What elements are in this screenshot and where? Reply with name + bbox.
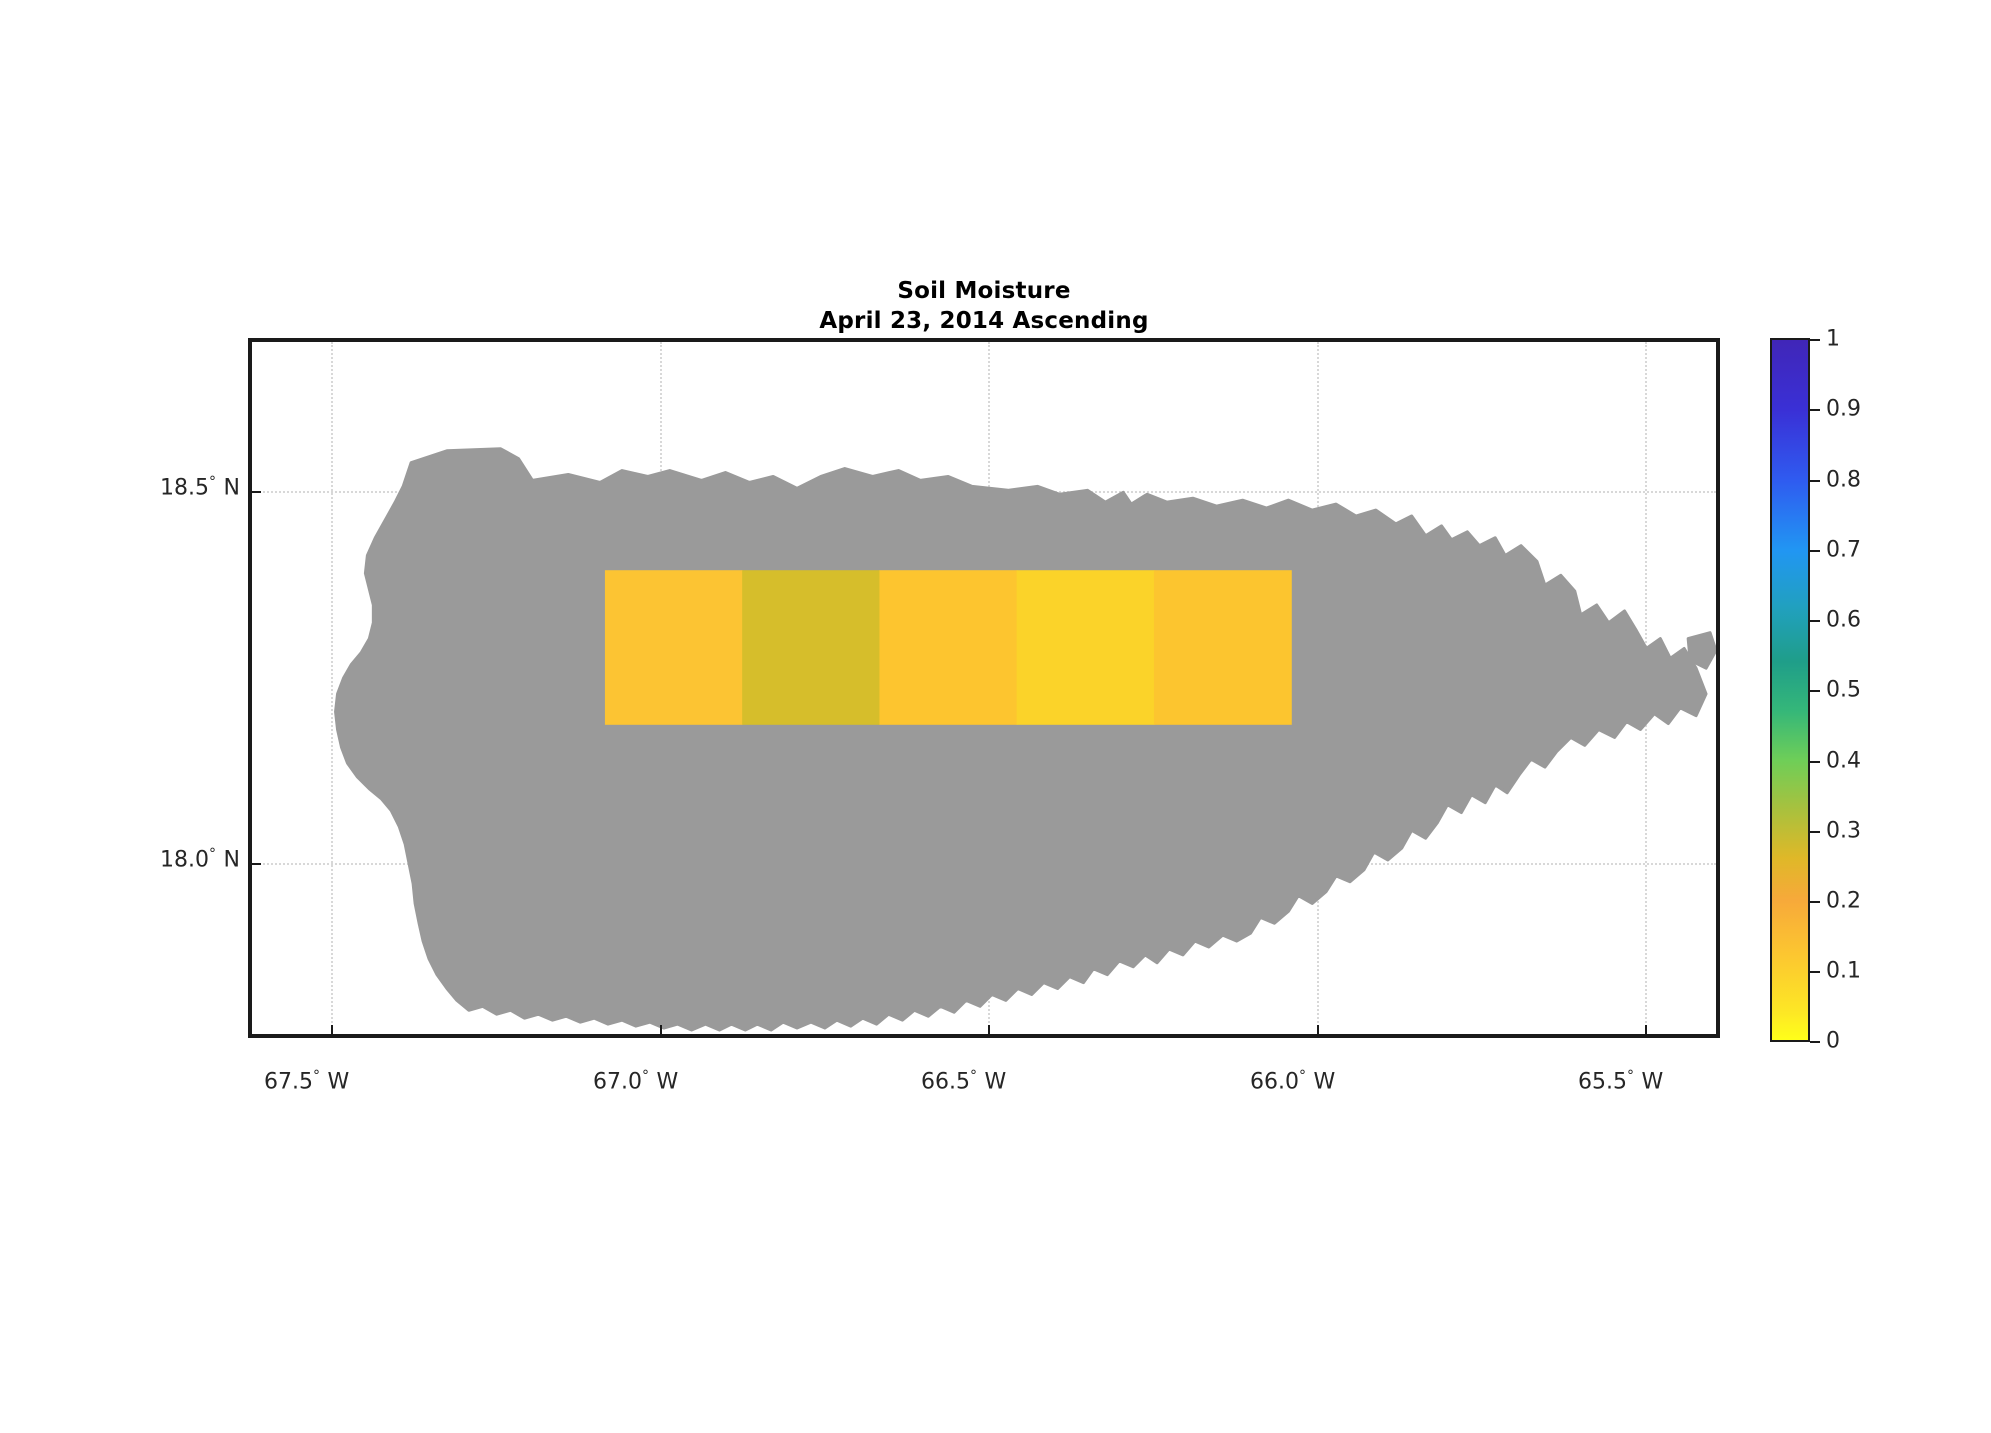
ytick-label-18.0: 18.0° N	[160, 846, 240, 872]
colorbar-label-0.7: 0.7	[1826, 537, 1861, 563]
colorbar-label-0.9: 0.9	[1826, 396, 1861, 422]
colorbar-tick-0.6	[1810, 620, 1820, 622]
degree-icon: °	[1626, 1068, 1635, 1084]
ytick-value-18.5: 18.5	[160, 475, 209, 501]
title-line-1: Soil Moisture	[897, 278, 1071, 304]
xtick-value-67.5: 67.5	[264, 1069, 313, 1095]
colorbar-label-0.2: 0.2	[1826, 888, 1861, 914]
xtick-value-65.5: 65.5	[1578, 1069, 1627, 1095]
xtick-mark-66.5	[988, 1025, 990, 1034]
gridline-lon-67.5	[331, 342, 333, 1034]
ytick-mark-18.0	[252, 863, 261, 865]
colorbar-tick-0.9	[1810, 409, 1820, 411]
degree-icon: °	[641, 1068, 650, 1084]
page-title: Soil Moisture April 23, 2014 Ascending	[248, 276, 1720, 336]
ytick-mark-18.5	[252, 491, 261, 493]
degree-icon: °	[208, 474, 217, 490]
colorbar-tick-0.8	[1810, 480, 1820, 482]
xtick-value-66.0: 66.0	[1250, 1069, 1299, 1095]
xtick-mark-66.0	[1317, 1025, 1319, 1034]
xtick-suffix-66.5: W	[977, 1069, 1007, 1095]
xtick-suffix-67.5: W	[320, 1069, 350, 1095]
puerto-rico-landmask	[334, 447, 1716, 1032]
colorbar-label-1: 1	[1826, 326, 1840, 352]
colorbar-tick-0	[1810, 1041, 1820, 1043]
xtick-value-66.5: 66.5	[921, 1069, 970, 1095]
degree-icon: °	[969, 1068, 978, 1084]
colorbar-label-0.5: 0.5	[1826, 677, 1861, 703]
xtick-label-67.0: 67.0° W	[593, 1068, 678, 1094]
colorbar	[1770, 338, 1810, 1042]
xtick-label-67.5: 67.5° W	[264, 1068, 349, 1094]
land-polygon	[334, 447, 1708, 1032]
degree-icon: °	[1298, 1068, 1307, 1084]
colorbar-label-0.6: 0.6	[1826, 607, 1861, 633]
degree-icon: °	[312, 1068, 321, 1084]
map-axes	[248, 338, 1720, 1038]
xtick-label-66.5: 66.5° W	[921, 1068, 1006, 1094]
colorbar-tick-1	[1810, 339, 1820, 341]
colorbar-tick-0.7	[1810, 550, 1820, 552]
ytick-value-18.0: 18.0	[160, 847, 209, 873]
degree-icon: °	[208, 846, 217, 862]
xtick-value-67.0: 67.0	[593, 1069, 642, 1095]
colorbar-tick-0.3	[1810, 831, 1820, 833]
colorbar-tick-0.2	[1810, 901, 1820, 903]
xtick-suffix-67.0: W	[649, 1069, 679, 1095]
xtick-suffix-65.5: W	[1634, 1069, 1664, 1095]
map-plot-area	[252, 342, 1716, 1034]
colorbar-label-0.3: 0.3	[1826, 818, 1861, 844]
xtick-label-66.0: 66.0° W	[1250, 1068, 1335, 1094]
colorbar-label-0.8: 0.8	[1826, 467, 1861, 493]
land-islet-east	[1686, 631, 1716, 670]
ytick-suffix-18.5: N	[216, 475, 240, 501]
title-line-2: April 23, 2014 Ascending	[819, 308, 1149, 334]
colorbar-label-0.4: 0.4	[1826, 748, 1861, 774]
xtick-mark-67.0	[660, 1025, 662, 1034]
xtick-label-65.5: 65.5° W	[1578, 1068, 1663, 1094]
colorbar-tick-0.5	[1810, 690, 1820, 692]
colorbar-tick-0.1	[1810, 971, 1820, 973]
ytick-suffix-18.0: N	[216, 847, 240, 873]
xtick-mark-67.5	[331, 1025, 333, 1034]
xtick-suffix-66.0: W	[1306, 1069, 1336, 1095]
ytick-label-18.5: 18.5° N	[160, 474, 240, 500]
xtick-mark-65.5	[1645, 1025, 1647, 1034]
colorbar-label-0: 0	[1826, 1028, 1840, 1054]
colorbar-label-0.1: 0.1	[1826, 958, 1861, 984]
colorbar-tick-0.4	[1810, 761, 1820, 763]
